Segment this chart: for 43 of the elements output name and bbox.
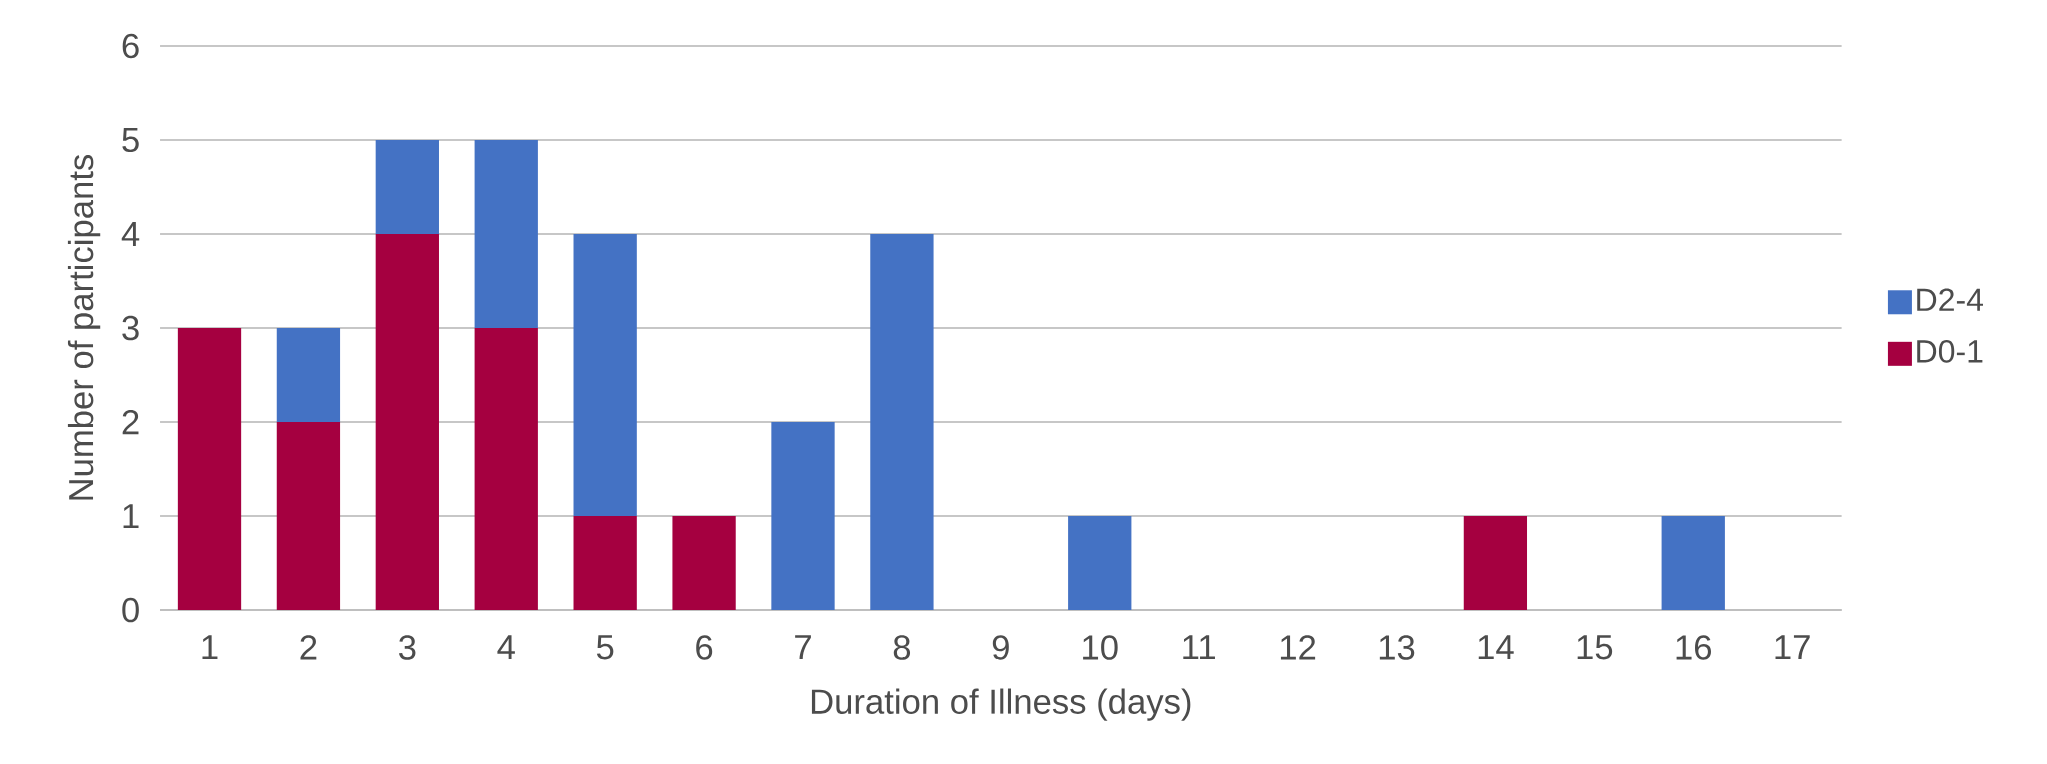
- x-tick-label: 12: [1280, 635, 1316, 660]
- legend-label: D2-4: [1917, 288, 1984, 311]
- bar: [474, 328, 538, 611]
- bar: [1068, 516, 1132, 611]
- bar: [771, 422, 835, 611]
- y-tick-label: 1: [123, 504, 139, 528]
- bar: [276, 422, 341, 611]
- y-tick-label: 3: [122, 315, 139, 341]
- x-tick-label: 6: [696, 635, 713, 660]
- x-tick-label: 14: [1478, 635, 1514, 660]
- x-tick-label: 5: [596, 635, 614, 660]
- x-tick-label: 17: [1775, 635, 1810, 660]
- x-tick-label: 3: [399, 635, 416, 660]
- bar: [375, 139, 439, 234]
- x-tick-label: 15: [1577, 635, 1613, 660]
- x-tick-label: 11: [1183, 635, 1215, 660]
- x-tick-label: 7: [795, 635, 811, 660]
- bar: [573, 233, 637, 517]
- x-tick-label: 8: [893, 635, 911, 660]
- y-tick-label: 5: [122, 127, 139, 153]
- y-tick-label: 0: [122, 597, 139, 623]
- x-axis-title: Duration of Illness (days): [811, 688, 1191, 721]
- x-tick-label: 2: [300, 635, 317, 660]
- x-tick-label: 9: [992, 635, 1009, 660]
- x-tick-label: 13: [1379, 635, 1415, 660]
- y-tick-label: 6: [122, 33, 139, 59]
- x-tick-label: 1: [202, 635, 218, 660]
- bar: [573, 516, 637, 611]
- bar: [474, 139, 538, 328]
- legend-label: D0-1: [1917, 340, 1983, 363]
- x-tick-label: 16: [1676, 635, 1711, 660]
- y-axis-title: Number of participants: [67, 154, 101, 500]
- y-tick-label: 2: [122, 409, 139, 435]
- x-tick-label: 4: [497, 635, 515, 660]
- bar: [276, 328, 341, 423]
- x-tick-label: 10: [1083, 635, 1118, 660]
- bar: [870, 233, 934, 611]
- bar: [672, 516, 736, 611]
- bar: [375, 233, 439, 611]
- bar: [177, 328, 242, 611]
- bar: [1661, 516, 1725, 611]
- y-tick-label: 4: [121, 222, 140, 246]
- bar: [1463, 516, 1528, 611]
